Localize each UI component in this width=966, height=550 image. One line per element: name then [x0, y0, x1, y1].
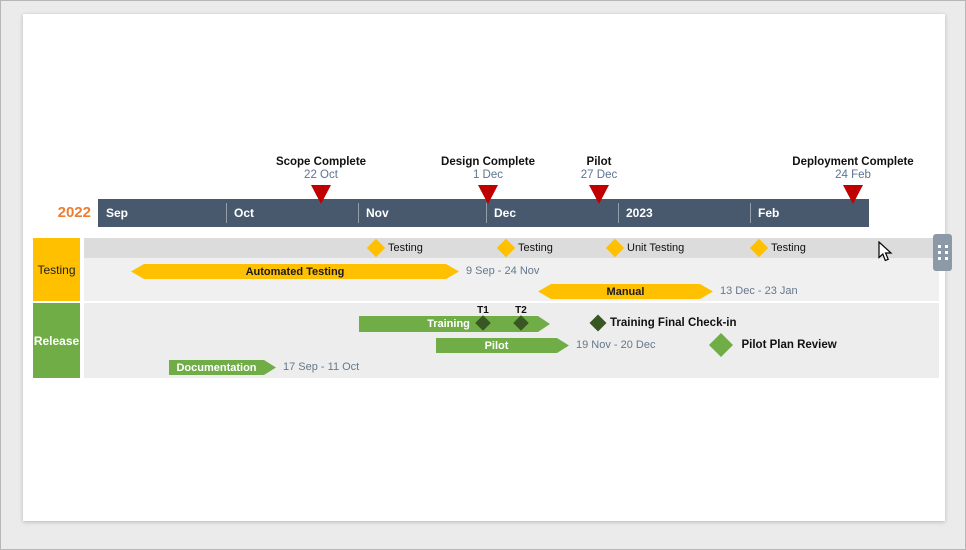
timeline-month-label: Feb: [758, 206, 780, 220]
timeline-month-label: Oct: [234, 206, 255, 220]
lane-label-testing[interactable]: Testing: [33, 238, 80, 301]
timeline-month-label: Sep: [106, 206, 129, 220]
milestone-marker-triangle-icon[interactable]: [311, 185, 331, 204]
milestone-name: Scope Complete: [275, 156, 367, 168]
milestone-label: Pilot Plan Review: [741, 339, 837, 351]
timeline-month-label: 2023: [626, 206, 653, 220]
timeline-milestone[interactable]: Design Complete 1 Dec: [441, 156, 535, 181]
timeline-resize-handle[interactable]: [933, 234, 952, 271]
milestone-name: Deployment Complete: [792, 156, 914, 168]
milestone-marker-triangle-icon[interactable]: [843, 185, 863, 204]
task-date-range: 13 Dec - 23 Jan: [720, 285, 798, 297]
task-bar[interactable]: Manual: [538, 284, 713, 299]
drag-dots-icon: [937, 245, 948, 260]
task-bar[interactable]: Documentation: [169, 360, 276, 375]
milestone-diamond-label: Testing: [518, 242, 553, 254]
milestone-marker-triangle-icon[interactable]: [589, 185, 609, 204]
task-date-range: 17 Sep - 11 Oct: [283, 361, 360, 373]
timeline-milestone[interactable]: Pilot 27 Dec: [581, 156, 617, 181]
milestone-name: Design Complete: [441, 156, 535, 168]
milestone-diamond-label: Unit Testing: [627, 242, 685, 254]
timeline-milestone[interactable]: Deployment Complete 24 Feb: [792, 156, 913, 181]
task-bar[interactable]: Training: [359, 316, 550, 332]
task-date-range: 9 Sep - 24 Nov: [466, 265, 540, 277]
milestone-diamond-label: Testing: [388, 242, 423, 254]
task-date-range: 19 Nov - 20 Dec: [576, 339, 656, 351]
month-divider: [226, 203, 227, 223]
milestone-label: T2: [515, 304, 527, 316]
mouse-cursor-icon: [878, 240, 896, 268]
milestone-marker-triangle-icon[interactable]: [478, 185, 498, 204]
milestone-label: T1: [477, 304, 489, 316]
milestone-date: 24 Feb: [835, 169, 871, 181]
lane-label-release[interactable]: Release: [33, 303, 80, 378]
timeline-month-label: Dec: [494, 206, 517, 220]
month-divider: [486, 203, 487, 223]
month-divider: [618, 203, 619, 223]
timeline-month-label: Nov: [366, 206, 389, 220]
month-divider: [750, 203, 751, 223]
milestone-diamond-label: Testing: [771, 242, 806, 254]
month-divider: [358, 203, 359, 223]
timeline-milestone[interactable]: Scope Complete 22 Oct: [276, 156, 366, 181]
task-bar[interactable]: Automated Testing: [131, 264, 459, 279]
milestone-name: Pilot: [586, 156, 612, 168]
milestone-label: Training Final Check-in: [610, 317, 737, 329]
milestone-date: 22 Oct: [304, 169, 338, 181]
timeline-year-label: 2022: [57, 204, 91, 221]
milestone-date: 1 Dec: [472, 169, 504, 181]
task-bar[interactable]: Pilot: [436, 338, 569, 353]
milestone-date: 27 Dec: [580, 169, 618, 181]
